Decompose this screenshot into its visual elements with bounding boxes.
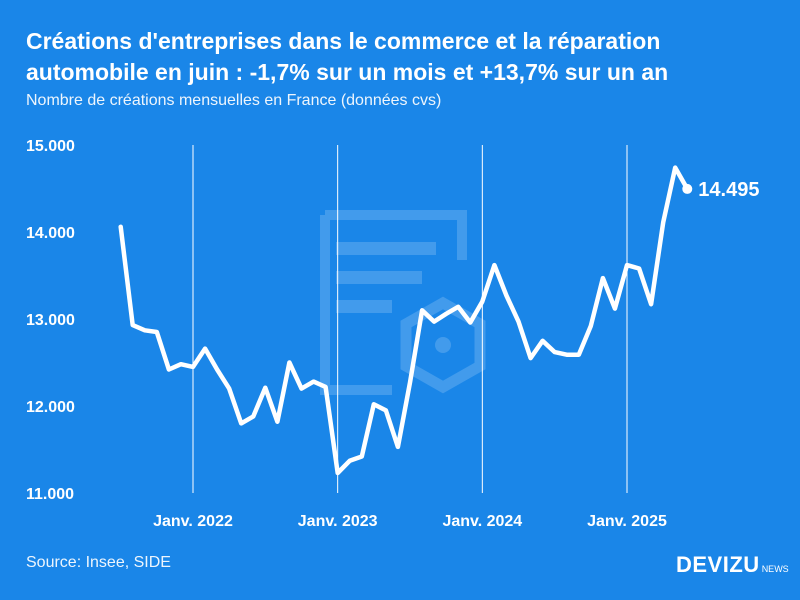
x-axis: Janv. 2022 Janv. 2023 Janv. 2024 Janv. 2025	[153, 513, 667, 530]
y-tick-label: 12.000	[26, 399, 75, 416]
brand-logo: DEVIZU NEWS	[676, 552, 789, 578]
source-note: Source: Insee, SIDE	[26, 554, 171, 571]
y-tick-label: 15.000	[26, 138, 75, 155]
chart-title-line1: Créations d'entreprises dans le commerce…	[26, 28, 661, 54]
y-tick-label: 11.000	[26, 486, 74, 503]
y-tick-label: 14.000	[26, 225, 75, 242]
end-point-marker	[682, 183, 693, 194]
y-axis: 15.000 14.000 13.000 12.000 11.000	[26, 138, 75, 503]
series-group: 14.495	[118, 165, 759, 476]
x-tick-label: Janv. 2024	[442, 513, 522, 530]
brand-name: DEVIZU	[676, 552, 760, 577]
brand-suffix: NEWS	[761, 564, 789, 574]
series-line	[118, 165, 690, 476]
chart-title-line2: automobile en juin : -1,7% sur un mois e…	[26, 59, 669, 85]
x-tick-label: Janv. 2023	[298, 513, 378, 530]
chart-title: Créations d'entreprises dans le commerce…	[26, 26, 786, 88]
end-value-label: 14.495	[698, 179, 759, 201]
x-tick-label: Janv. 2025	[587, 513, 667, 530]
vertical-grid	[192, 145, 628, 493]
watermark-document-icon	[320, 210, 486, 395]
x-tick-label: Janv. 2022	[153, 513, 233, 530]
chart-subtitle: Nombre de créations mensuelles en France…	[26, 92, 442, 109]
y-tick-label: 13.000	[26, 312, 75, 329]
